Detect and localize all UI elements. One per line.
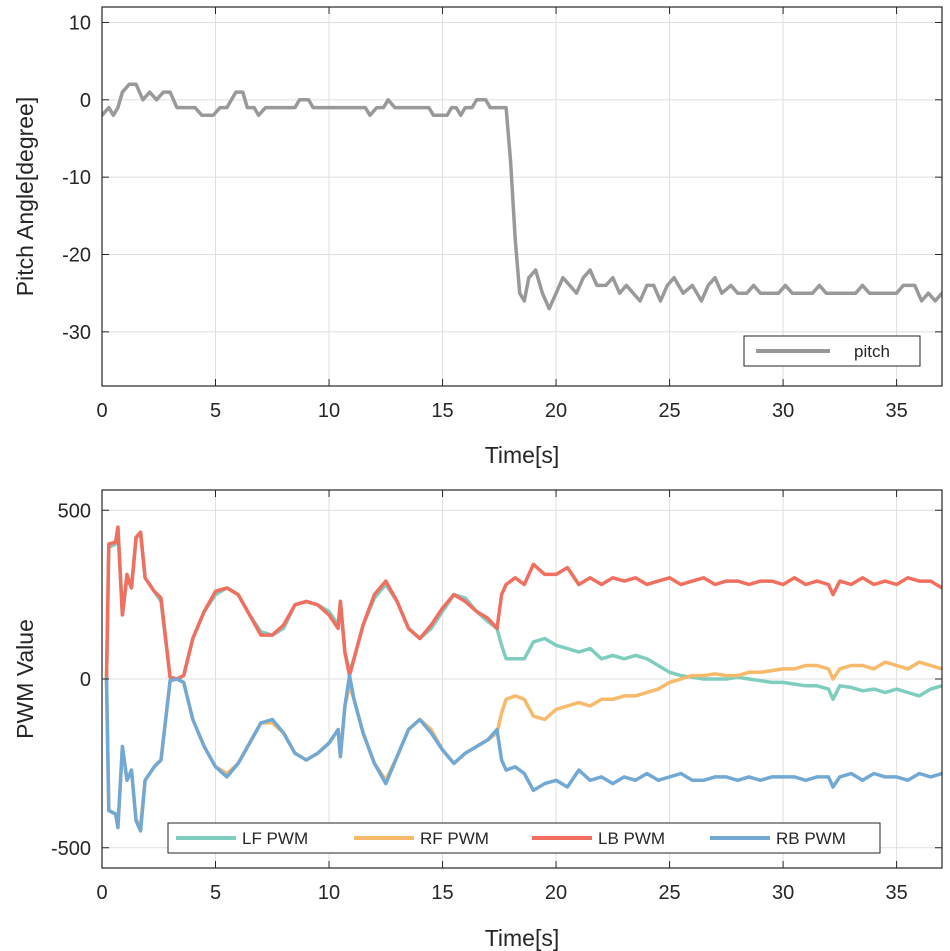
- series-line-rb-pwm: [104, 673, 942, 833]
- x-tick-label: 10: [318, 882, 340, 904]
- x-tick-label: 5: [210, 882, 221, 904]
- y-tick-label: -500: [51, 838, 91, 860]
- legend: pitch: [743, 335, 921, 367]
- x-tick-label: 25: [658, 400, 680, 422]
- x-tick-label: 20: [545, 400, 567, 422]
- legend: LF PWM RF PWM LB PWM RB PWM: [167, 822, 881, 854]
- y-tick-label: 0: [80, 90, 91, 112]
- y-tick-label: -10: [62, 167, 91, 189]
- x-tick-label: 25: [658, 882, 680, 904]
- x-axis-label: Time[s]: [485, 442, 560, 468]
- axes-box: [101, 6, 943, 387]
- y-tick-label: 0: [80, 669, 91, 691]
- legend-label: RB PWM: [776, 829, 846, 848]
- x-tick-label: 5: [210, 400, 221, 422]
- x-tick-label: 35: [885, 400, 907, 422]
- x-tick-label: 10: [318, 400, 340, 422]
- legend-label: RF PWM: [420, 829, 489, 848]
- x-tick-label: 30: [772, 882, 794, 904]
- x-tick-label: 0: [96, 882, 107, 904]
- y-tick-label: 10: [69, 12, 91, 34]
- series-line-lb-pwm: [104, 525, 942, 681]
- y-axis-label: Pitch Angle[degree]: [12, 97, 38, 296]
- x-tick-label: 0: [96, 400, 107, 422]
- legend-label: LF PWM: [242, 829, 308, 848]
- y-tick-label: -20: [62, 245, 91, 267]
- x-tick-label: 30: [772, 400, 794, 422]
- x-axis-label: Time[s]: [485, 925, 560, 951]
- y-tick-label: -30: [62, 322, 91, 344]
- y-axis-label: PWM Value: [12, 619, 38, 739]
- x-tick-label: 35: [885, 882, 907, 904]
- y-tick-label: 500: [58, 500, 91, 522]
- x-tick-label: 15: [431, 400, 453, 422]
- legend-label: pitch: [854, 342, 890, 361]
- pitch-chart: 0 5 10 15 20 25 30 35 10 0 -10 -20 -30 Time[s] Pitch A…: [12, 6, 943, 468]
- x-tick-label: 15: [431, 882, 453, 904]
- x-tick-label: 20: [545, 882, 567, 904]
- legend-label: LB PWM: [598, 829, 665, 848]
- plot-area: [102, 7, 942, 386]
- series-line-pitch: [102, 82, 942, 311]
